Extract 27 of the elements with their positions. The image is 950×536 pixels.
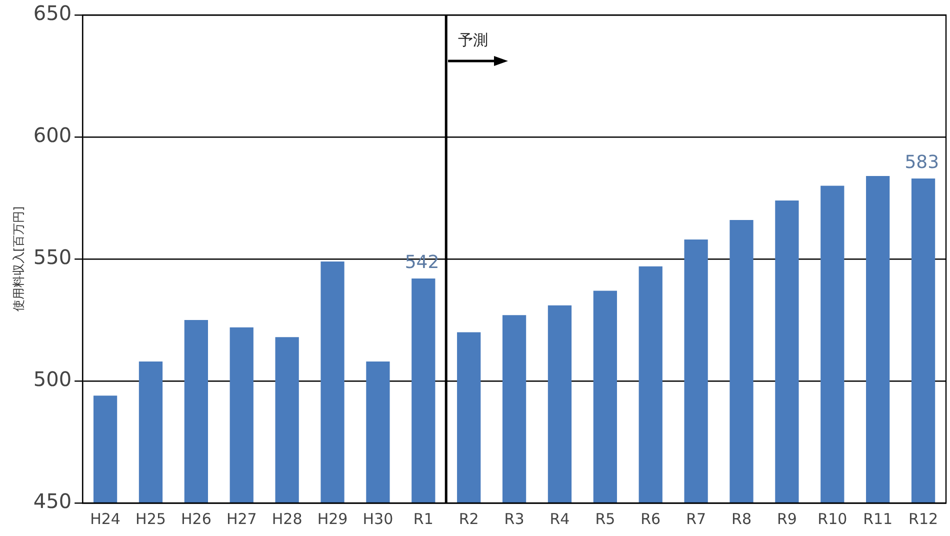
x-tick-label: R7 [686, 510, 706, 528]
x-tick-label: H26 [180, 510, 212, 528]
x-tick-label: H27 [226, 510, 257, 528]
x-tick-label: R4 [550, 510, 570, 528]
x-tick-label: R9 [776, 510, 797, 528]
x-tick-label: H28 [272, 510, 302, 528]
y-tick-label: 600 [33, 123, 72, 148]
x-tick-label: R6 [640, 510, 661, 528]
x-tick-label: R12 [908, 510, 938, 528]
y-tick-label: 450 [33, 489, 72, 514]
x-tick-label: R8 [732, 510, 752, 528]
x-tick-label: R11 [863, 510, 893, 528]
x-tick-label: R1 [413, 510, 434, 528]
ref-line-label: 予測 [458, 30, 488, 49]
x-tick-label: R2 [458, 510, 479, 528]
data-label: 583 [904, 152, 940, 174]
x-tick-label: R5 [595, 510, 616, 528]
x-tick-label: R10 [818, 510, 848, 528]
y-tick-label: 500 [33, 367, 72, 392]
x-tick-label: H29 [317, 510, 348, 528]
y-axis-title: 使用料収入[百万円] [11, 206, 26, 312]
x-tick-label: H30 [362, 510, 394, 528]
y-tick-label: 550 [33, 245, 72, 270]
y-tick-label: 650 [33, 1, 72, 26]
x-tick-label: H24 [90, 510, 120, 528]
x-tick-label: R3 [504, 510, 524, 528]
x-tick-label: H25 [136, 510, 166, 528]
